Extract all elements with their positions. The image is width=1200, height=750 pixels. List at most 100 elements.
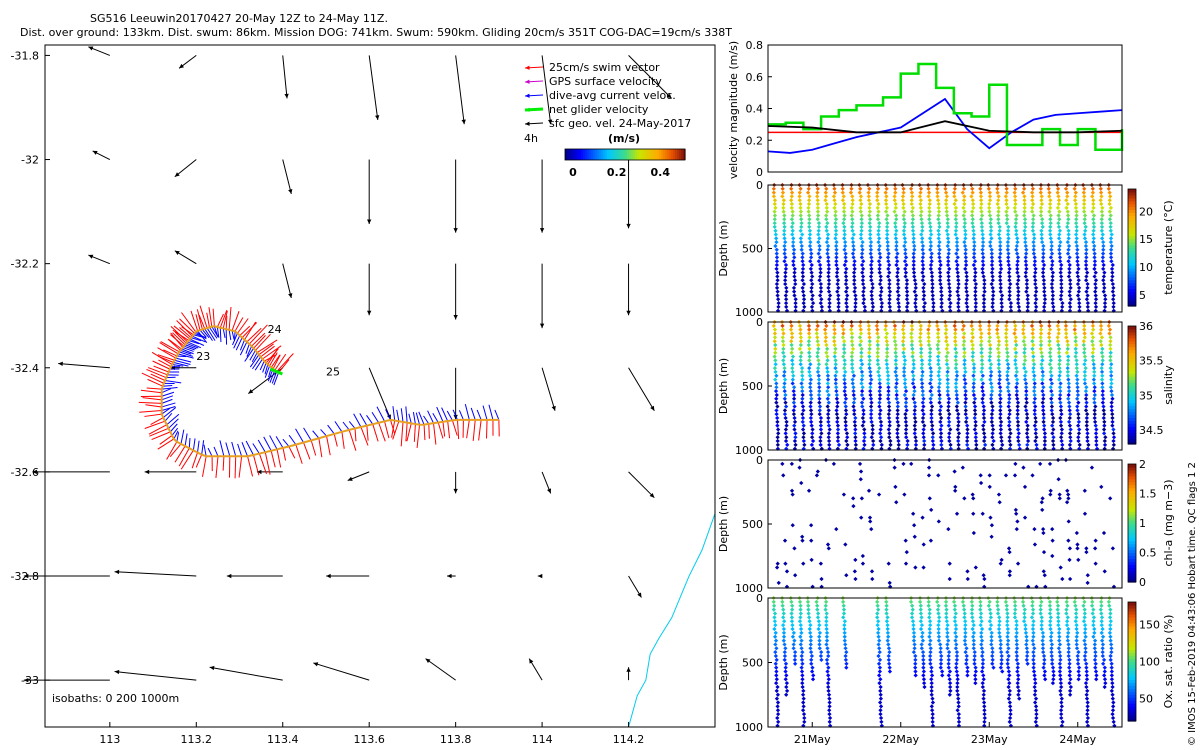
temperature-point	[930, 297, 935, 302]
salinity-point	[799, 400, 805, 405]
oxygen-point	[956, 711, 962, 717]
temperature-point	[775, 270, 780, 275]
salinity-point	[912, 400, 917, 405]
chla-point	[921, 565, 926, 570]
salinity-colorbar-label: salinity	[1162, 365, 1175, 405]
chla-point	[1101, 530, 1107, 536]
temperature-point	[1058, 297, 1064, 302]
salinity-point	[1110, 396, 1115, 401]
salinity-point	[1057, 365, 1062, 371]
oxygen-point	[952, 603, 958, 608]
temperature-point	[859, 251, 865, 256]
temperature-point	[807, 236, 812, 241]
temperature-point	[986, 186, 991, 191]
temperature-point	[773, 232, 778, 237]
temperature-point	[1020, 190, 1026, 195]
salinity-point	[996, 335, 1001, 340]
salinity-colorbar-cell	[1128, 429, 1136, 433]
salinity-point	[973, 435, 978, 440]
salinity-point	[1030, 331, 1035, 336]
geo-velocity-arrow-head	[248, 389, 254, 394]
salinity-point	[910, 381, 916, 386]
dac-vector	[197, 330, 208, 343]
dac-vector	[482, 405, 488, 420]
salinity-point	[1048, 354, 1053, 359]
salinity-point	[783, 438, 789, 444]
salinity-point	[909, 339, 915, 344]
oxygen-point	[1091, 607, 1096, 612]
temperature-point	[887, 285, 892, 290]
salinity-point	[944, 358, 950, 363]
dac-vector	[161, 391, 175, 397]
oxygen-point	[798, 622, 803, 628]
salinity-point	[939, 438, 944, 444]
temperature-point	[1032, 274, 1037, 279]
temperature-point	[1023, 259, 1028, 264]
temperature-point	[1100, 251, 1106, 256]
temperature-point	[936, 213, 941, 218]
oxygen-colorbar-cell	[1128, 646, 1136, 651]
oxygen-point	[799, 638, 804, 643]
dac-vector	[303, 427, 312, 441]
oxygen-point	[1017, 696, 1022, 701]
salinity-point	[935, 323, 940, 328]
salinity-point	[1013, 373, 1019, 378]
oxygen-point	[1074, 642, 1079, 647]
temperature-point	[848, 190, 854, 195]
temperature-point	[982, 297, 987, 302]
salinity-point	[912, 388, 917, 394]
salinity-point	[789, 331, 795, 336]
temperature-point	[859, 243, 865, 249]
chla-point	[1085, 573, 1090, 578]
salinity-point	[858, 323, 863, 328]
salinity-point	[793, 431, 798, 436]
salinity-point	[912, 415, 918, 421]
salinity-point	[979, 350, 984, 355]
dac-vector	[207, 447, 213, 457]
oxygen-point	[1048, 634, 1054, 639]
salinity-point	[952, 323, 957, 328]
temperature-point	[929, 255, 934, 260]
oxygen-point	[1030, 626, 1036, 632]
salinity-point	[970, 358, 975, 363]
oxygen-point	[1031, 650, 1036, 655]
temperature-point	[1022, 205, 1027, 210]
temperature-point	[996, 209, 1001, 214]
temperature-point	[818, 289, 824, 294]
temperature-point	[902, 209, 907, 214]
chla-point	[971, 511, 976, 516]
temperature-point	[867, 209, 873, 214]
salinity-point	[874, 323, 879, 328]
salinity-colorbar-cell	[1128, 379, 1136, 383]
temperature-point	[844, 300, 849, 306]
temperature-point	[853, 300, 858, 306]
salinity-point	[844, 431, 850, 436]
temperature-point	[960, 190, 965, 195]
temperature-point	[825, 247, 830, 252]
salinity-point	[990, 427, 996, 432]
salinity-point	[783, 404, 789, 409]
salinity-point	[1084, 404, 1089, 409]
dac-vector	[173, 430, 179, 440]
temperature-point	[1023, 240, 1028, 245]
oxygen-point	[793, 650, 798, 655]
dac-vector	[219, 440, 225, 457]
oxygen-point	[943, 603, 949, 608]
salinity-point	[1068, 435, 1073, 440]
salinity-colorbar-cell	[1128, 393, 1136, 398]
temperature-point	[929, 270, 934, 275]
temperature-point	[842, 232, 847, 237]
salinity-point	[782, 381, 787, 386]
salinity-point	[926, 331, 931, 336]
salinity-point	[792, 419, 798, 424]
temperature-point	[1085, 304, 1090, 310]
salinity-point	[1033, 431, 1038, 436]
salinity-point	[1092, 373, 1097, 378]
temperature-point	[1083, 259, 1089, 264]
dac-vector	[249, 354, 260, 368]
temperature-point	[1033, 270, 1038, 275]
oxygen-point	[987, 607, 993, 612]
oxygen-point	[955, 681, 960, 686]
swim-vector	[202, 456, 207, 477]
oxygen-point	[1014, 619, 1019, 624]
